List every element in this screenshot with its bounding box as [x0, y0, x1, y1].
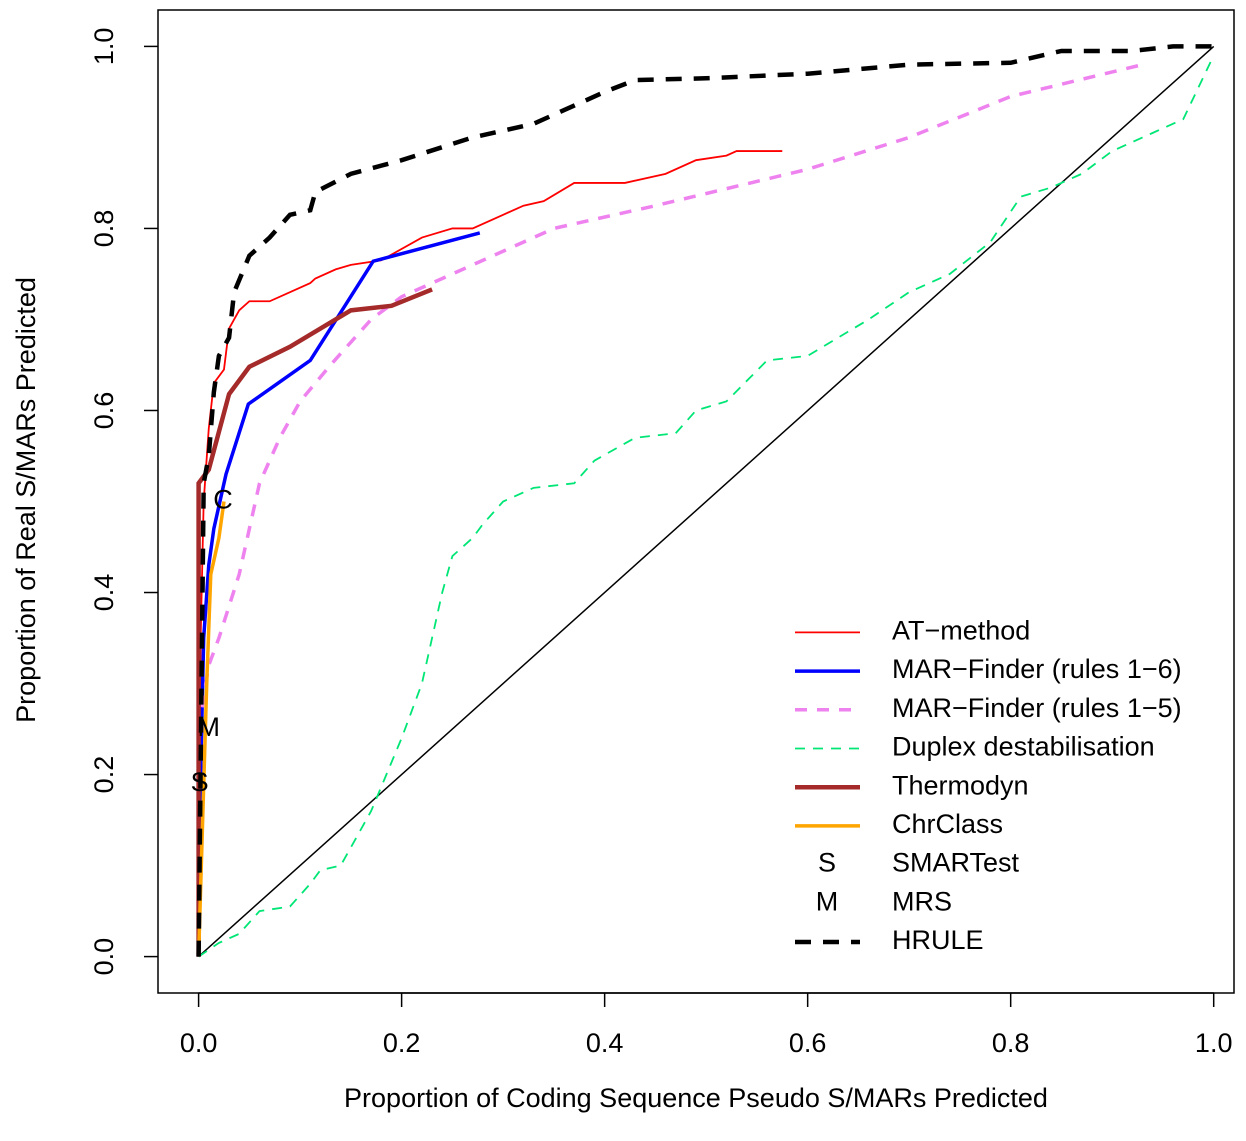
x-tick-label: 0.6	[789, 1028, 827, 1058]
legend-label: AT−method	[892, 616, 1030, 646]
legend-label: Thermodyn	[892, 770, 1029, 800]
y-tick-label: 0.2	[89, 756, 119, 794]
legend-label: MAR−Finder (rules 1−6)	[892, 654, 1182, 684]
y-tick-label: 0.8	[89, 210, 119, 248]
legend-label: ChrClass	[892, 809, 1003, 839]
y-tick-label: 0.6	[89, 392, 119, 430]
legend-label: Duplex destabilisation	[892, 732, 1155, 762]
x-tick-label: 0.2	[383, 1028, 421, 1058]
y-tick-label: 1.0	[89, 28, 119, 66]
y-tick-label: 0.4	[89, 574, 119, 612]
y-tick-label: 0.0	[89, 938, 119, 976]
x-tick-label: 0.0	[180, 1028, 218, 1058]
x-tick-label: 1.0	[1195, 1028, 1233, 1058]
legend-label: SMARTest	[892, 848, 1020, 878]
x-tick-label: 0.4	[586, 1028, 624, 1058]
x-axis-label: Proportion of Coding Sequence Pseudo S/M…	[344, 1083, 1048, 1113]
series-line	[196, 62, 1144, 730]
legend-label: MAR−Finder (rules 1−5)	[892, 693, 1182, 723]
series-line	[196, 287, 433, 957]
diagonal-line	[198, 45, 1215, 958]
legend-marker: M	[816, 886, 839, 916]
legend-label: HRULE	[892, 925, 984, 955]
legend-marker: S	[818, 848, 836, 878]
plot-frame	[157, 9, 1235, 994]
x-tick-label: 0.8	[992, 1028, 1030, 1058]
series-line	[198, 55, 1215, 958]
annotation: C	[213, 485, 233, 515]
legend-label: MRS	[892, 886, 952, 916]
series-line	[196, 44, 1214, 957]
y-axis-label: Proportion of Real S/MARs Predicted	[11, 277, 41, 723]
series-line	[196, 231, 481, 957]
series-line	[197, 150, 783, 957]
